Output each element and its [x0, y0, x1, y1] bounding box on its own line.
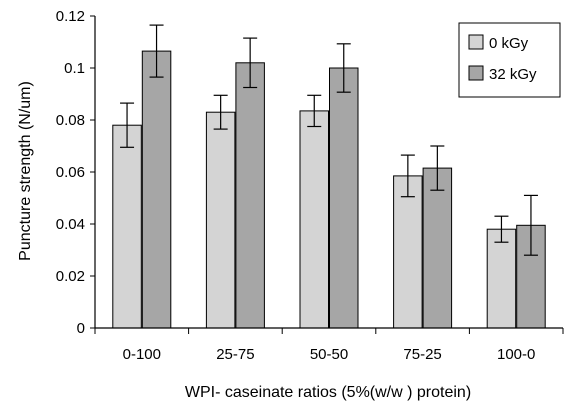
- x-tick-label: 100-0: [497, 346, 535, 363]
- legend-label: 32 kGy: [489, 66, 537, 83]
- bar-32-kgy-50-50: [329, 67, 359, 329]
- bar-32-kgy-75-25: [422, 167, 453, 329]
- y-tick-label: 0.1: [64, 60, 85, 77]
- error-bar-32-kgy-25-75: [243, 37, 258, 89]
- bar-0-kgy-100-0: [486, 228, 517, 329]
- error-bars-layer: [120, 24, 538, 256]
- y-tick-label: 0: [77, 320, 85, 337]
- error-bar-32-kgy-75-25: [430, 145, 445, 191]
- x-tick-label: 0-100: [123, 346, 161, 363]
- legend-label: 0 kGy: [489, 35, 529, 52]
- bar-0-kgy-0-100: [112, 124, 142, 329]
- legend-swatch-32-kgy: [468, 65, 484, 81]
- bar-0-kgy-50-50: [299, 110, 329, 329]
- axes-layer: [90, 15, 564, 334]
- error-bar-0-kgy-100-0: [494, 215, 509, 243]
- x-axis-title: WPI- caseinate ratios (5%(w/w ) protein): [185, 384, 471, 401]
- error-bar-0-kgy-25-75: [213, 94, 228, 130]
- y-tick-label: 0.06: [56, 164, 85, 181]
- error-bar-32-kgy-100-0: [523, 194, 538, 256]
- tick-labels-layer: 0-100 25-75 50-50 75-25 100-0 0 0.02 0.04 0.06 0.…: [56, 8, 536, 363]
- y-tick-label: 0.02: [56, 268, 85, 285]
- x-tick-label: 75-25: [403, 346, 441, 363]
- legend-swatch-0-kgy: [468, 34, 484, 50]
- error-bar-0-kgy-0-100: [120, 102, 135, 148]
- x-tick-label: 50-50: [310, 346, 348, 363]
- y-tick-label: 0.12: [56, 8, 85, 25]
- error-bar-0-kgy-50-50: [307, 94, 322, 128]
- bar-0-kgy-25-75: [205, 111, 236, 329]
- legend: 0 kGy 32 kGy: [458, 22, 561, 98]
- error-bar-0-kgy-75-25: [400, 154, 415, 198]
- y-axis-title: Puncture strength (N/um): [17, 81, 34, 261]
- error-bar-32-kgy-50-50: [336, 43, 351, 93]
- bar-32-kgy-0-100: [141, 50, 172, 329]
- y-tick-label: 0.04: [56, 216, 85, 233]
- bar-0-kgy-75-25: [393, 175, 423, 329]
- error-bar-32-kgy-0-100: [149, 24, 164, 78]
- x-tick-label: 25-75: [216, 346, 254, 363]
- y-tick-label: 0.08: [56, 112, 85, 129]
- bar-32-kgy-25-75: [235, 62, 265, 329]
